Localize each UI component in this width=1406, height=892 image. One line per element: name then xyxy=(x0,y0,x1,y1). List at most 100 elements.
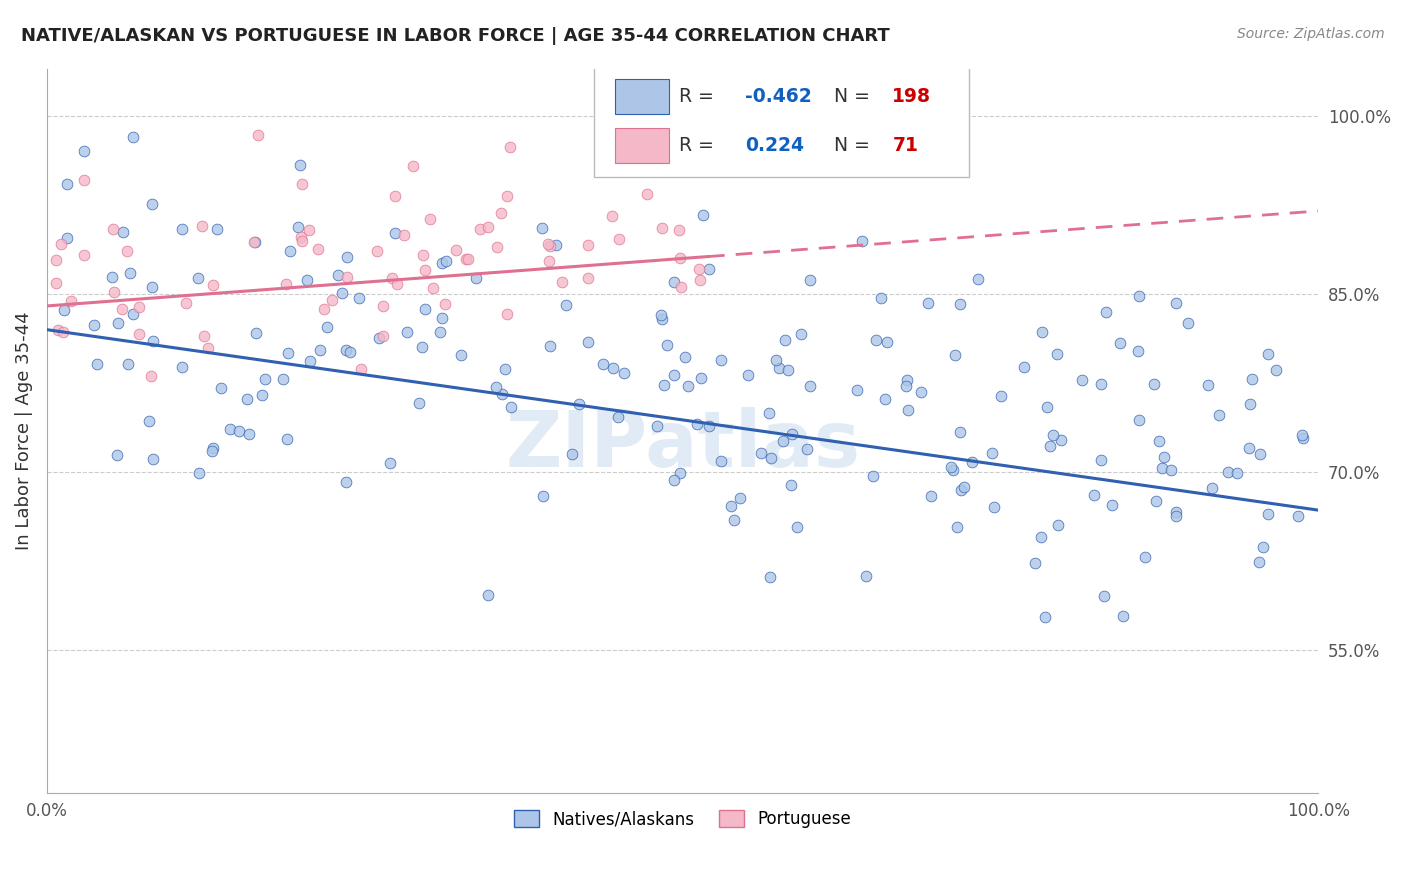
Point xyxy=(799,272,821,286)
Point xyxy=(105,448,128,462)
Point xyxy=(1024,556,1046,570)
Point xyxy=(1291,427,1313,442)
Point xyxy=(117,357,139,371)
Point xyxy=(1247,555,1270,569)
Point xyxy=(477,219,499,234)
Point xyxy=(561,447,583,461)
Point xyxy=(429,325,451,339)
Point xyxy=(122,129,145,144)
Point xyxy=(336,251,359,265)
Point xyxy=(538,338,561,352)
Point xyxy=(1216,465,1239,479)
Point xyxy=(1108,336,1130,351)
Point xyxy=(101,270,124,285)
Point xyxy=(187,467,209,481)
Point xyxy=(73,172,96,186)
Text: 198: 198 xyxy=(893,87,931,106)
Point xyxy=(1197,377,1219,392)
Point xyxy=(494,362,516,376)
Point xyxy=(86,357,108,371)
FancyBboxPatch shape xyxy=(593,65,969,178)
FancyBboxPatch shape xyxy=(616,128,669,162)
Point xyxy=(796,442,818,457)
Point xyxy=(1241,372,1264,386)
Point xyxy=(1237,441,1260,455)
Point xyxy=(499,140,522,154)
Point xyxy=(943,348,966,362)
Point xyxy=(307,243,329,257)
Point xyxy=(103,285,125,300)
Point xyxy=(749,445,772,459)
Point xyxy=(419,212,441,227)
Point xyxy=(778,363,800,377)
Point xyxy=(990,389,1012,403)
Point xyxy=(669,466,692,480)
Point xyxy=(288,158,311,172)
Point xyxy=(1286,509,1309,524)
Point xyxy=(855,569,877,583)
Point xyxy=(326,268,349,282)
Point xyxy=(983,500,1005,514)
Point xyxy=(367,331,389,345)
Point xyxy=(56,177,79,191)
Point xyxy=(1046,347,1069,361)
Point xyxy=(228,425,250,439)
Point xyxy=(73,247,96,261)
Point xyxy=(142,334,165,348)
Point xyxy=(321,293,343,307)
Point xyxy=(645,418,668,433)
Point xyxy=(555,298,578,312)
Point xyxy=(384,226,406,240)
FancyBboxPatch shape xyxy=(616,79,669,114)
Point xyxy=(697,419,720,434)
Point xyxy=(651,312,673,326)
Point xyxy=(339,345,361,359)
Point xyxy=(170,221,193,235)
Point xyxy=(1225,466,1247,480)
Point xyxy=(457,252,479,266)
Point xyxy=(280,244,302,258)
Point xyxy=(1047,517,1070,532)
Point xyxy=(174,295,197,310)
Point xyxy=(128,326,150,341)
Point xyxy=(1049,434,1071,448)
Point xyxy=(651,220,673,235)
Point xyxy=(576,237,599,252)
Point xyxy=(1094,304,1116,318)
Point xyxy=(894,378,917,392)
Point xyxy=(381,271,404,285)
Point xyxy=(299,354,322,368)
Point xyxy=(636,186,658,201)
Point xyxy=(600,209,623,223)
Point xyxy=(1147,434,1170,448)
Point xyxy=(139,368,162,383)
Point xyxy=(1251,541,1274,555)
Point xyxy=(537,236,560,251)
Point xyxy=(655,337,678,351)
Point xyxy=(101,222,124,236)
Point xyxy=(1239,397,1261,411)
Point xyxy=(910,385,932,400)
Point xyxy=(949,425,972,440)
Point xyxy=(394,227,416,242)
Text: ZIPatlas: ZIPatlas xyxy=(505,407,860,483)
Point xyxy=(1160,463,1182,477)
Point xyxy=(953,481,976,495)
Point xyxy=(758,570,780,584)
Point xyxy=(336,270,359,285)
Point xyxy=(851,234,873,248)
Point xyxy=(1031,530,1053,544)
Point xyxy=(728,491,751,506)
Point xyxy=(477,589,499,603)
Point xyxy=(780,478,803,492)
Point xyxy=(1152,461,1174,475)
Point xyxy=(544,237,567,252)
Point xyxy=(378,456,401,470)
Point xyxy=(596,156,619,170)
Point xyxy=(945,519,967,533)
Point xyxy=(662,368,685,382)
Point xyxy=(138,414,160,428)
Point xyxy=(1012,360,1035,375)
Point xyxy=(444,243,467,257)
Point xyxy=(780,427,803,442)
